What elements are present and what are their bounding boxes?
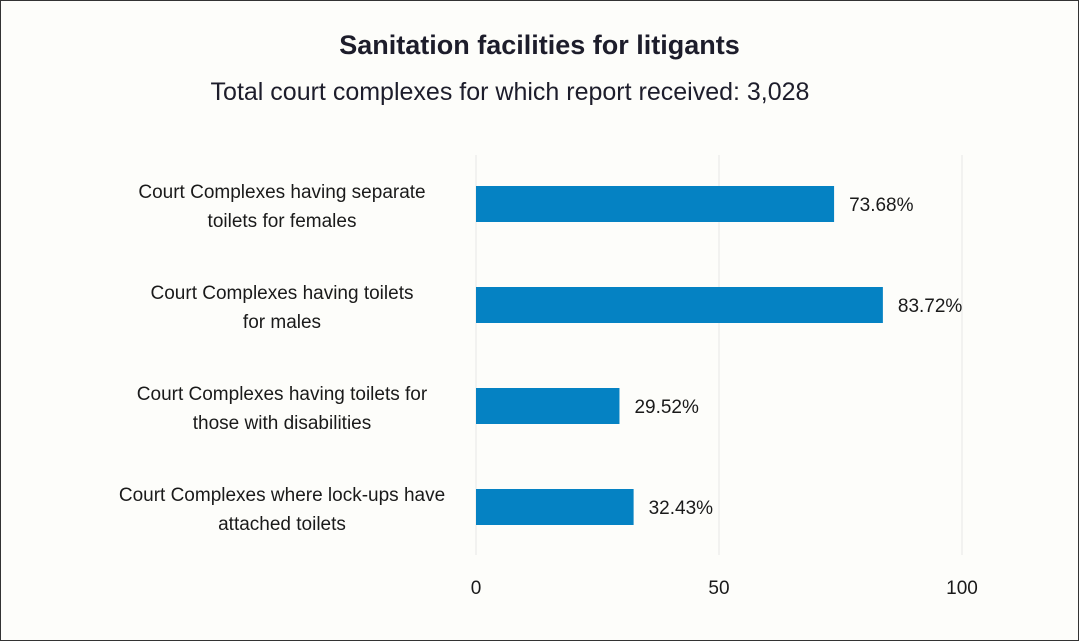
category-label: for males (243, 312, 321, 333)
data-label: 32.43% (649, 498, 714, 519)
data-label: 83.72% (898, 296, 963, 317)
bar (476, 287, 883, 323)
x-tick-label: 50 (708, 578, 729, 599)
data-label: 29.52% (634, 397, 699, 418)
x-tick-label: 0 (471, 578, 482, 599)
category-label: attached toilets (218, 514, 346, 535)
data-label: 73.68% (849, 195, 914, 216)
category-label: toilets for females (208, 211, 357, 232)
bar (476, 186, 835, 222)
chart-subtitle: Total court complexes for which report r… (210, 78, 810, 106)
category-label: Court Complexes having toilets (151, 283, 414, 304)
category-label: Court Complexes where lock-ups have (119, 485, 445, 506)
category-label: those with disabilities (193, 413, 371, 434)
bar (476, 489, 634, 525)
x-tick-label: 100 (946, 578, 978, 599)
category-label: Court Complexes having separate (138, 182, 425, 203)
bar (476, 388, 620, 424)
category-label: Court Complexes having toilets for (137, 384, 428, 405)
chart-title: Sanitation facilities for litigants (339, 30, 740, 60)
